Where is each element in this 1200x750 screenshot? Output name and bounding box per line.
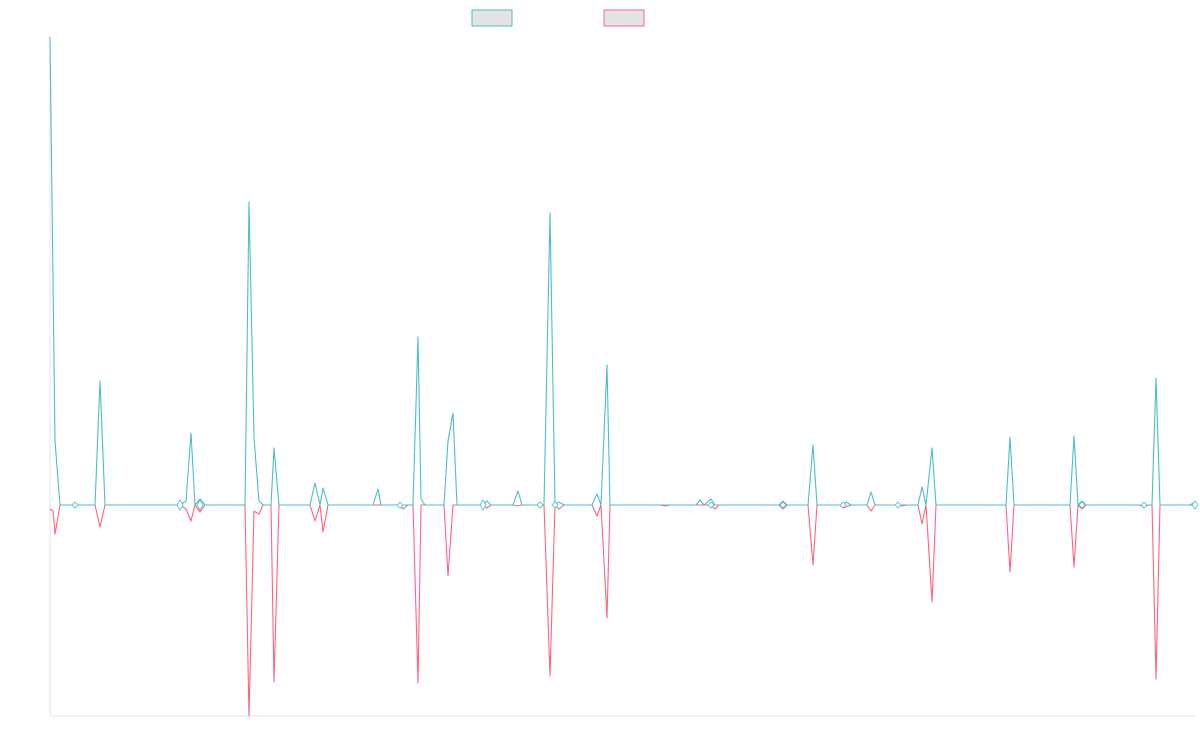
series-line-2	[49, 504, 1195, 717]
legend-swatch-series-2[interactable]	[603, 9, 645, 27]
baseline-marker	[71, 501, 79, 509]
baseline-marker	[707, 501, 715, 509]
baseline-marker	[894, 501, 902, 509]
baseline-marker	[536, 501, 544, 509]
baseline-marker	[1078, 501, 1086, 509]
baseline-marker	[779, 501, 787, 509]
baseline-marker	[176, 499, 184, 511]
baseline-marker	[839, 501, 847, 509]
legend-swatch-series-1[interactable]	[471, 9, 513, 27]
baseline-marker	[196, 499, 204, 511]
axes	[49, 36, 1195, 717]
baseline-marker	[551, 501, 559, 509]
legend	[471, 9, 645, 27]
series-layer	[49, 36, 1196, 717]
baseline-marker	[396, 501, 404, 509]
baseline-marker	[479, 499, 487, 511]
marker-layer	[71, 499, 1199, 511]
baseline-marker	[1191, 500, 1199, 510]
series-line-1	[49, 36, 1196, 506]
baseline-marker	[1140, 501, 1148, 509]
